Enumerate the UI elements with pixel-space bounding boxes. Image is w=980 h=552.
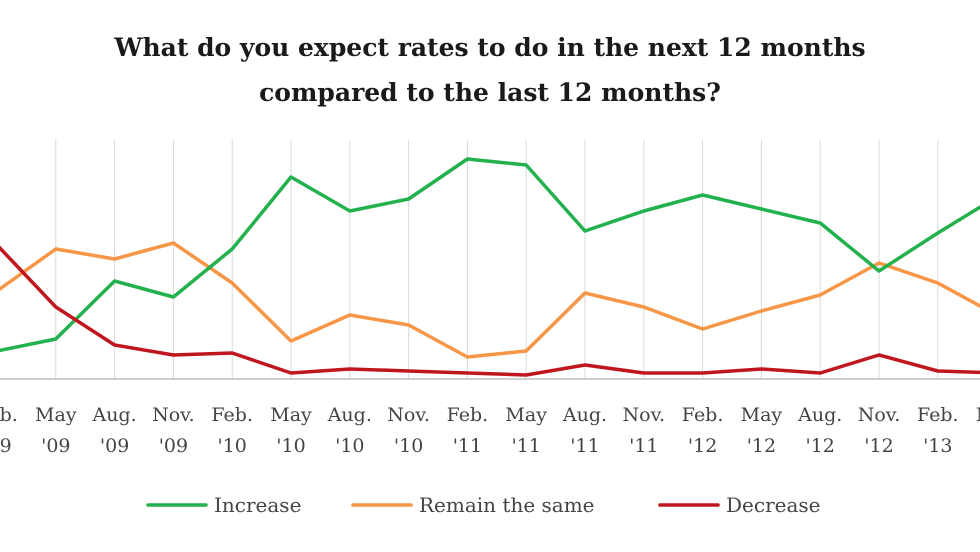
x-tick-label-month: Feb.: [0, 404, 18, 426]
x-tick-label-month: Feb.: [447, 404, 489, 426]
x-tick-label-month: Nov.: [623, 404, 666, 426]
x-tick-label-year: '09: [0, 435, 12, 457]
legend-label-remain-the-same: Remain the same: [419, 493, 595, 517]
x-tick-label-month: Aug.: [327, 404, 372, 426]
x-tick-label-month: Nov.: [387, 404, 430, 426]
x-tick-label-month: Nov.: [152, 404, 195, 426]
x-tick-label-year: '13: [923, 435, 952, 457]
x-tick-label-month: May: [35, 404, 77, 426]
x-tick-label-month: May: [505, 404, 547, 426]
series-line-remain-the-same: [0, 241, 980, 359]
x-tick-label-month: Feb.: [682, 404, 724, 426]
x-tick-label-year: '10: [276, 435, 305, 457]
x-tick-label-year: '11: [453, 435, 482, 457]
legend: Increase Remain the same Decrease: [146, 493, 821, 517]
x-tick-label-year: '12: [864, 435, 893, 457]
x-tick-label-year: '12: [747, 435, 776, 457]
x-tick-label-year: '11: [570, 435, 599, 457]
chart-title-line-1: What do you expect rates to do in the ne…: [113, 33, 865, 62]
x-tick-label-month: Aug.: [92, 404, 137, 426]
series-group: [0, 157, 980, 377]
x-tick-label-year: '09: [159, 435, 188, 457]
x-tick-label-year: '10: [335, 435, 364, 457]
x-tick-label-month: Feb.: [917, 404, 959, 426]
x-tick-label-month: Aug.: [562, 404, 607, 426]
x-tick-label-month: Aug.: [797, 404, 842, 426]
legend-label-increase: Increase: [214, 493, 301, 517]
x-tick-label-year: '09: [100, 435, 129, 457]
x-tick-label-year: '09: [41, 435, 70, 457]
x-tick-label-month: Nov.: [858, 404, 901, 426]
legend-label-decrease: Decrease: [726, 493, 821, 517]
series-line-decrease: [0, 245, 980, 377]
x-tick-label-month: May: [270, 404, 312, 426]
x-tick-label-year: '10: [394, 435, 423, 457]
x-tick-label-month: May: [976, 404, 980, 426]
x-axis-tick-labels: Feb. '09 May '09 Aug. '09 Nov. '09 Feb. '10 May '10…: [0, 404, 980, 457]
x-tick-label-month: Feb.: [211, 404, 253, 426]
series-line-increase: [0, 157, 980, 353]
vertical-gridlines: [55, 140, 939, 379]
x-tick-label-year: '11: [629, 435, 658, 457]
x-tick-label-month: May: [741, 404, 783, 426]
x-tick-label-year: '12: [688, 435, 717, 457]
x-tick-label-year: '12: [805, 435, 834, 457]
chart-title: What do you expect rates to do in the ne…: [113, 33, 865, 107]
x-tick-label-year: '11: [511, 435, 540, 457]
chart-title-line-2: compared to the last 12 months?: [259, 78, 721, 107]
x-tick-label-year: '10: [217, 435, 246, 457]
